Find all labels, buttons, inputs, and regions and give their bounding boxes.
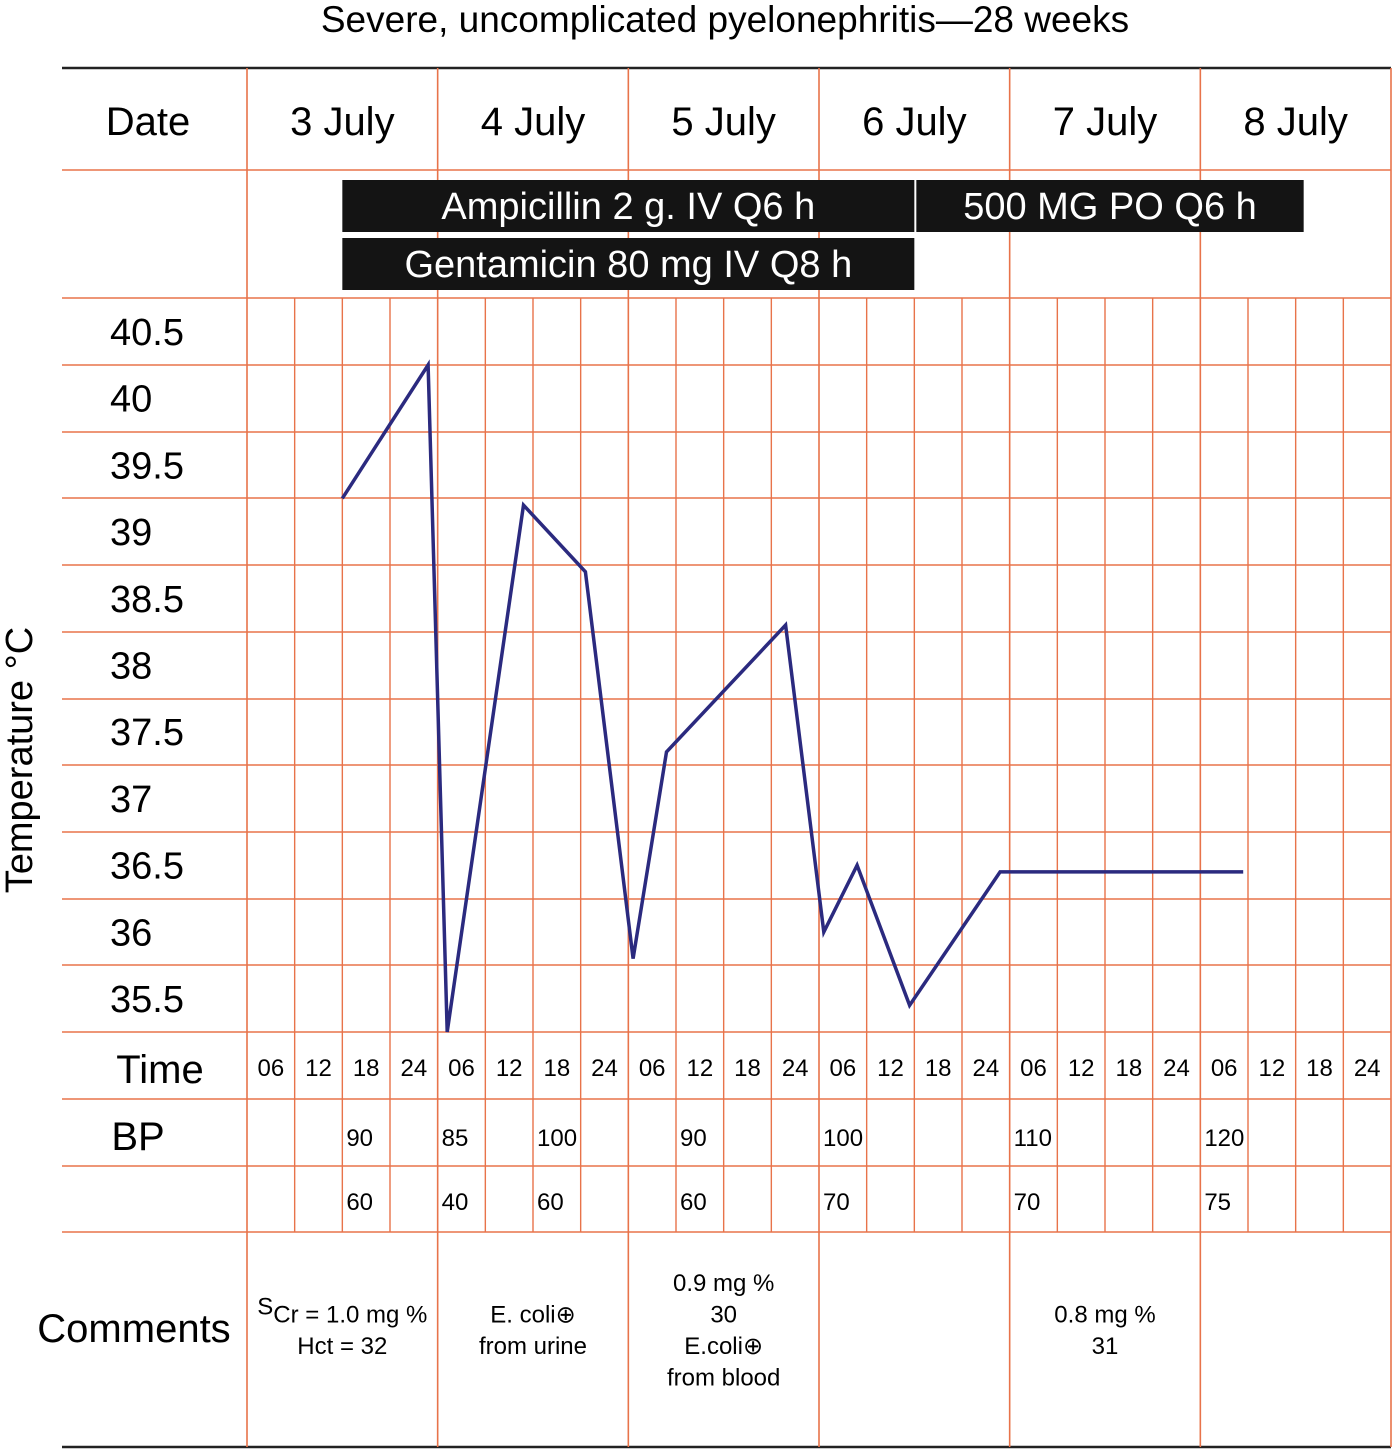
y-tick-label: 37.5 [110, 712, 184, 754]
comment-subscript-prefix: S [257, 1293, 273, 1320]
bp-diastolic: 75 [1204, 1189, 1231, 1216]
time-label: 24 [400, 1055, 427, 1082]
time-label: 24 [1163, 1055, 1190, 1082]
time-label: 12 [305, 1055, 332, 1082]
medication-bar [916, 180, 1304, 232]
bp-diastolic: 60 [537, 1189, 564, 1216]
bp-systolic: 85 [442, 1125, 469, 1152]
y-tick-label: 35.5 [110, 979, 184, 1021]
time-label: 12 [877, 1055, 904, 1082]
y-tick-label: 39.5 [110, 445, 184, 487]
temperature-line [340, 359, 1244, 1033]
bp-diastolic: 40 [442, 1189, 469, 1216]
comment-text: E. coli⊕ [490, 1301, 575, 1328]
time-label: 18 [1306, 1055, 1333, 1082]
comment-text: from urine [479, 1333, 587, 1360]
comments-row: Comments SCr = 1.0 mg % Hct = 32 E. coli⊕ fr… [37, 1270, 1155, 1392]
y-tick-label: 36 [110, 912, 152, 954]
bp-systolic: 90 [346, 1125, 373, 1152]
time-label: 24 [782, 1055, 809, 1082]
time-label: 24 [591, 1055, 618, 1082]
date-label: 3 July [290, 100, 395, 144]
time-label: 12 [686, 1055, 713, 1082]
temperature-series [340, 359, 1244, 1033]
time-row-label: Time [116, 1048, 203, 1092]
bp-systolic: 100 [537, 1125, 577, 1152]
time-row: Time 06 12 18 24 06 12 18 24 06 12 18 24 06 12 18 24 06 12… [116, 1048, 1380, 1092]
time-label: 06 [639, 1055, 666, 1082]
y-tick-label: 40.5 [110, 312, 184, 354]
bp-row-label: BP [111, 1115, 164, 1159]
comment-text: 0.8 mg % [1054, 1301, 1155, 1328]
date-label: 4 July [481, 100, 586, 144]
bp-systolic: 90 [680, 1125, 707, 1152]
chart-title: Severe, uncomplicated pyelonephritis—28 … [321, 0, 1129, 40]
y-tick-label: 40 [110, 379, 152, 421]
bp-diastolic: 60 [680, 1189, 707, 1216]
bp-systolic: 120 [1204, 1125, 1244, 1152]
time-label: 06 [448, 1055, 475, 1082]
comments-row-label: Comments [37, 1307, 230, 1351]
medication-label: Ampicillin 2 g. IV Q6 h [441, 186, 815, 228]
date-label: 5 July [671, 100, 776, 144]
date-label: 6 July [862, 100, 967, 144]
y-tick-label: 38.5 [110, 579, 184, 621]
time-label: 18 [734, 1055, 761, 1082]
bp-row: BP 90 60 85 40 100 60 90 60 100 70 110 70 120 75 [111, 1115, 1244, 1216]
bp-systolic: 100 [823, 1125, 863, 1152]
y-tick-label: 39 [110, 512, 152, 554]
bp-diastolic: 60 [346, 1189, 373, 1216]
time-label: 06 [829, 1055, 856, 1082]
medication-bars: Ampicillin 2 g. IV Q6 h 500 MG PO Q6 h Gen… [342, 180, 1304, 290]
date-label: 7 July [1053, 100, 1158, 144]
bp-diastolic: 70 [823, 1189, 850, 1216]
comment-text: 30 [710, 1301, 737, 1328]
comment-text: 31 [1092, 1333, 1119, 1360]
y-axis: Temperature °C 40.5 40 39.5 39 38.5 38 37.5 37 3… [0, 312, 184, 1021]
time-label: 18 [353, 1055, 380, 1082]
time-label: 06 [1211, 1055, 1238, 1082]
comment-text: Hct = 32 [297, 1333, 387, 1360]
date-header: Date 3 July 4 July 5 July 6 July 7 July 8 July [106, 100, 1348, 144]
medication-label: 500 MG PO Q6 h [963, 186, 1257, 228]
y-tick-label: 38 [110, 646, 152, 688]
grid [62, 66, 1392, 1449]
time-label: 24 [1354, 1055, 1381, 1082]
y-axis-label: Temperature °C [0, 627, 41, 894]
medication-bar [342, 238, 915, 290]
comment-text: from blood [667, 1364, 780, 1391]
medication-bar [342, 180, 915, 232]
medication-label: Gentamicin 80 mg IV Q8 h [404, 244, 852, 286]
time-label: 12 [496, 1055, 523, 1082]
time-label: 18 [543, 1055, 570, 1082]
comment-text: SCr = 1.0 mg % [257, 1293, 427, 1328]
date-label: 8 July [1243, 100, 1348, 144]
time-label: 18 [1115, 1055, 1142, 1082]
date-column-label: Date [106, 100, 191, 144]
y-tick-label: 36.5 [110, 846, 184, 888]
y-tick-label: 37 [110, 779, 152, 821]
comment-text: E.coli⊕ [684, 1333, 763, 1360]
time-label: 12 [1258, 1055, 1285, 1082]
time-label: 24 [972, 1055, 999, 1082]
bp-systolic: 110 [1014, 1125, 1052, 1152]
comment-text: 0.9 mg % [673, 1270, 774, 1297]
bp-diastolic: 70 [1014, 1189, 1041, 1216]
time-label: 18 [925, 1055, 952, 1082]
time-label: 06 [257, 1055, 284, 1082]
time-label: 06 [1020, 1055, 1047, 1082]
comment-text-rest: Cr = 1.0 mg % [273, 1301, 427, 1328]
time-label: 12 [1068, 1055, 1095, 1082]
